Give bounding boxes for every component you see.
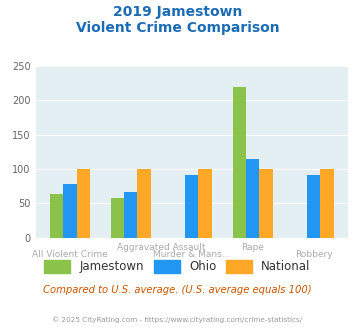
Text: Violent Crime Comparison: Violent Crime Comparison xyxy=(76,21,279,35)
Bar xyxy=(246,159,260,238)
Bar xyxy=(63,184,77,238)
Bar xyxy=(185,175,198,238)
Text: Compared to U.S. average. (U.S. average equals 100): Compared to U.S. average. (U.S. average … xyxy=(43,285,312,295)
Bar xyxy=(77,169,90,238)
Text: Murder & Mans...: Murder & Mans... xyxy=(153,250,230,259)
Text: Robbery: Robbery xyxy=(295,250,332,259)
Text: All Violent Crime: All Violent Crime xyxy=(32,250,108,259)
Bar xyxy=(198,169,212,238)
Bar xyxy=(124,192,137,238)
Bar xyxy=(233,86,246,238)
Text: Aggravated Assault: Aggravated Assault xyxy=(117,243,206,252)
Bar xyxy=(50,194,63,238)
Text: 2019 Jamestown: 2019 Jamestown xyxy=(113,5,242,19)
Text: © 2025 CityRating.com - https://www.cityrating.com/crime-statistics/: © 2025 CityRating.com - https://www.city… xyxy=(53,317,302,323)
Bar xyxy=(307,175,320,238)
Text: Rape: Rape xyxy=(241,243,264,252)
Bar xyxy=(260,169,273,238)
Bar xyxy=(111,198,124,238)
Bar xyxy=(320,169,334,238)
Bar xyxy=(137,169,151,238)
Legend: Jamestown, Ohio, National: Jamestown, Ohio, National xyxy=(40,255,315,278)
